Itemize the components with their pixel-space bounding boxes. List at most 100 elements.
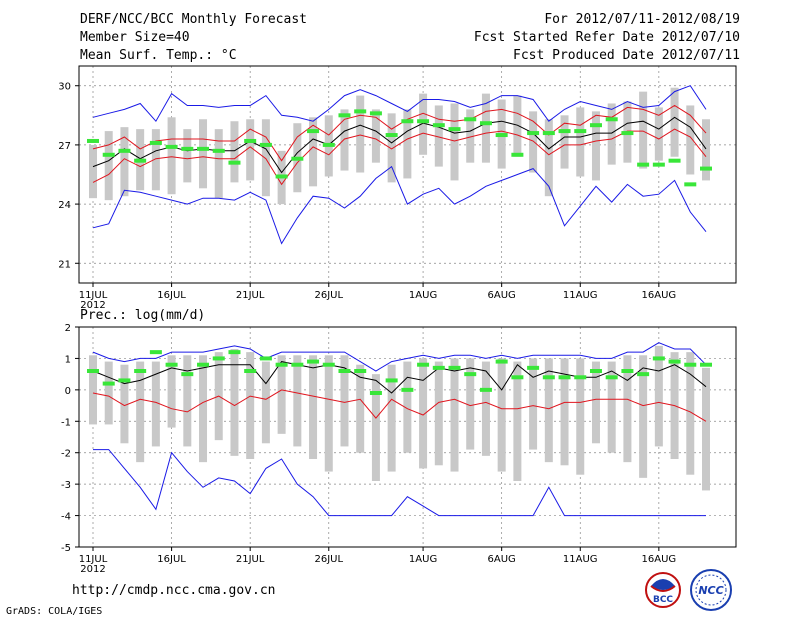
prec-y-tick-label: 1: [65, 354, 71, 365]
temp-box: [371, 109, 380, 163]
variable-label: Mean Surf. Temp.: °C: [80, 48, 237, 63]
member-size: Member Size=40: [80, 30, 190, 45]
temp-observed-point: [652, 162, 665, 167]
prec-observed-point: [385, 378, 398, 383]
prec-observed-point: [401, 387, 414, 392]
temp-box: [529, 111, 538, 173]
prec-observed-point: [621, 369, 634, 373]
temp-box: [104, 131, 113, 201]
temp-observed-point: [401, 119, 414, 124]
prec-y-tick-label: -1: [61, 417, 71, 428]
prec-box: [434, 361, 443, 466]
prec-box: [277, 355, 286, 434]
prec-y-tick-label: -5: [61, 543, 71, 554]
prec-y-tick-label: 2: [65, 323, 71, 334]
chart-title: DERF/NCC/BCC Monthly Forecast: [80, 12, 307, 27]
prec-series-spread-lower: [92, 389, 707, 422]
temp-observed-point: [668, 158, 681, 163]
prec-observed-point: [322, 362, 335, 367]
temp-observed-point: [228, 160, 241, 165]
temp-series-ensemble-mean: [92, 116, 707, 174]
temp-x-tick-label: 21JUL: [236, 290, 265, 301]
prec-box: [199, 355, 208, 463]
temp-box: [151, 129, 160, 191]
prec-observed-point: [102, 381, 115, 386]
temp-observed-point: [432, 123, 445, 128]
prec-observed-point: [87, 369, 99, 373]
prec-observed-point: [228, 350, 241, 355]
temp-observed-point: [338, 113, 351, 118]
prec-box: [513, 361, 522, 481]
temp-observed-point: [87, 138, 99, 143]
prec-x-tick-label: 26JUL: [314, 554, 343, 565]
prec-observed-point: [369, 391, 382, 395]
temp-observed-point: [197, 146, 210, 151]
prec-series-envelope-lower: [93, 449, 706, 517]
temp-x-tick-label: 16AUG: [642, 290, 677, 301]
prec-observed-point: [291, 362, 304, 367]
temp-observed-point: [134, 158, 147, 163]
prec-y-tick-label: 0: [65, 386, 71, 397]
prec-observed-point: [558, 375, 571, 380]
prec-box: [340, 355, 349, 447]
temp-observed-point: [448, 127, 461, 132]
temp-y-tick-label: 30: [58, 82, 71, 93]
prec-observed-point: [589, 369, 602, 373]
temp-box: [387, 113, 396, 183]
temp-observed-point: [542, 131, 555, 136]
temp-observed-point: [637, 162, 650, 167]
temp-year-label: 2012: [80, 300, 105, 311]
temp-box: [356, 95, 365, 173]
temp-panel: 21 24 27 30 11JUL 16JUL 21JUL 26JUL 1AUG 6AUG 11AU…: [58, 65, 737, 311]
prec-box: [356, 364, 365, 453]
prec-box: [104, 361, 113, 425]
temp-y-tick-label: 21: [58, 259, 71, 270]
temp-observed-point: [684, 182, 697, 187]
prec-observed-point: [181, 372, 194, 377]
temp-x-tick-label: 16JUL: [157, 290, 186, 301]
prec-observed-point: [511, 375, 524, 380]
prec-observed-point: [165, 362, 178, 367]
prec-series-ensemble-mean: [92, 361, 707, 394]
prec-box: [686, 352, 695, 475]
temp-box: [309, 117, 318, 187]
prec-observed-point: [605, 375, 618, 380]
temp-x-tick-label: 11JUL: [79, 290, 108, 301]
temp-box: [670, 87, 679, 157]
temp-observed-point: [181, 146, 194, 151]
temp-observed-point: [479, 121, 492, 126]
temp-observed-point: [118, 148, 131, 153]
prec-box: [450, 358, 459, 472]
prec-box: [89, 355, 97, 425]
prec-observed-point: [652, 356, 665, 361]
temp-box: [214, 129, 223, 199]
temp-box: [120, 127, 129, 197]
temp-box: [89, 144, 97, 199]
prec-y-tick-label: -3: [61, 480, 71, 491]
temp-observed-point: [149, 140, 162, 145]
temp-box: [403, 109, 412, 179]
temp-series-spread-lower: [92, 128, 707, 186]
source-url[interactable]: http://cmdp.ncc.cma.gov.cn: [72, 583, 276, 598]
prec-observed-point: [212, 356, 225, 361]
temp-box: [513, 95, 522, 157]
prec-observed-point: [118, 378, 131, 383]
prec-box: [654, 345, 663, 447]
prec-observed-point: [307, 359, 320, 364]
prec-observed-point: [354, 369, 367, 373]
temp-observed-point: [464, 117, 477, 122]
temp-x-tick-label: 6AUG: [488, 290, 516, 301]
prec-x-tick-label: 6AUG: [488, 554, 516, 565]
prec-observed-point: [464, 372, 477, 377]
temp-observed-point: [259, 142, 272, 147]
prec-box: [607, 361, 616, 453]
prec-box: [183, 355, 192, 447]
temp-box: [686, 105, 695, 175]
prec-box: [560, 358, 569, 466]
temp-observed-point: [558, 129, 571, 134]
temp-observed-point: [244, 138, 257, 143]
prec-observed-point: [197, 362, 210, 367]
temp-box: [466, 109, 475, 163]
temp-x-tick-label: 26JUL: [314, 290, 343, 301]
